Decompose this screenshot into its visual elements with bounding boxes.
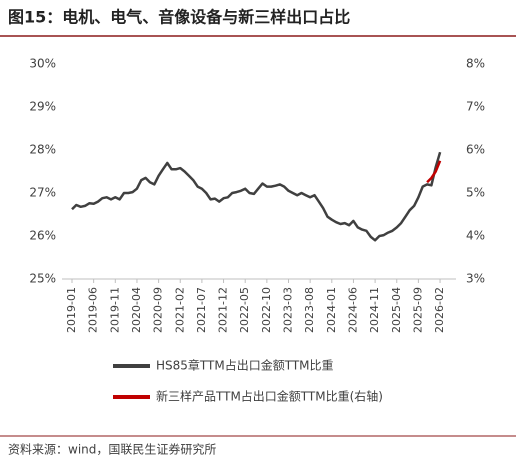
x-tick-label: 2023-08: [303, 287, 316, 333]
x-tick-label: 2024-11: [368, 287, 381, 333]
chart-title: 图15：电机、电气、音像设备与新三样出口占比: [8, 8, 350, 27]
y-tick-label: 30%: [29, 57, 56, 71]
y-tick-label: 27%: [29, 186, 56, 200]
y2-tick-label: 6%: [466, 143, 485, 157]
y2-tick-label: 7%: [466, 100, 485, 114]
x-tick-label: 2024-01: [325, 287, 338, 333]
x-tick-label: 2022-05: [238, 287, 251, 333]
x-tick-label: 2024-06: [346, 287, 359, 333]
y-tick-label: 29%: [29, 100, 56, 114]
x-tick-label: 2025-09: [411, 287, 424, 333]
legend-label: HS85章TTM占出口金额TTM比重: [156, 358, 334, 373]
legend-label: 新三样产品TTM占出口金额TTM比重(右轴): [156, 389, 383, 404]
y2-tick-label: 5%: [466, 186, 485, 200]
x-tick-label: 2025-04: [390, 287, 403, 333]
x-tick-label: 2023-03: [282, 287, 295, 333]
x-tick-label: 2021-12: [217, 287, 230, 333]
x-tick-label: 2020-09: [152, 287, 165, 333]
y-tick-label: 26%: [29, 229, 56, 243]
x-tick-label: 2021-07: [195, 287, 208, 333]
x-tick-label: 2019-06: [87, 287, 100, 333]
x-tick-label: 2021-02: [173, 287, 186, 333]
source: 资料来源：wind，国联民生证券研究所: [8, 442, 216, 457]
y2-tick-label: 3%: [466, 272, 485, 286]
series-line: [71, 151, 442, 242]
x-tick-label: 2019-01: [65, 287, 78, 333]
x-tick-label: 2022-10: [260, 287, 273, 333]
series-line: [426, 160, 442, 184]
x-tick-label: 2026-02: [433, 287, 446, 333]
x-tick-label: 2019-11: [108, 287, 121, 333]
y-tick-label: 28%: [29, 143, 56, 157]
y2-tick-label: 4%: [466, 229, 485, 243]
y2-tick-label: 8%: [466, 57, 485, 71]
x-tick-label: 2020-04: [130, 287, 143, 333]
y-tick-label: 25%: [29, 272, 56, 286]
